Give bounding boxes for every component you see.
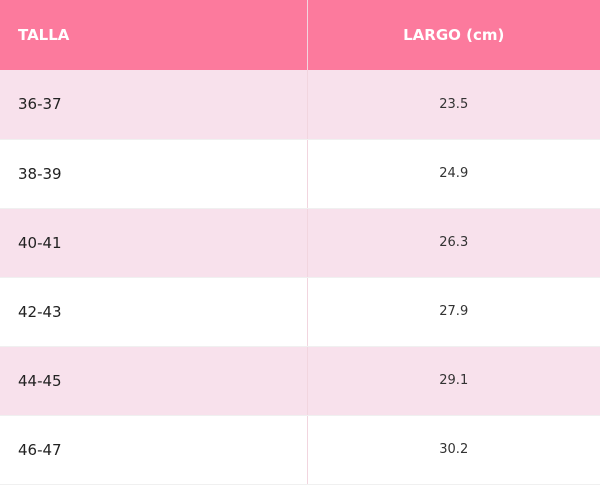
header-cell: LARGO (cm) — [307, 0, 600, 70]
size-cell: 46-47 — [0, 415, 308, 485]
table-row: 36-37 23.5 — [0, 70, 600, 140]
table-row: 44-45 29.1 — [0, 346, 600, 416]
length-cell: 24.9 — [307, 139, 600, 209]
table-row: 46-47 30.2 — [0, 415, 600, 485]
table-row: 40-41 26.3 — [0, 208, 600, 278]
table-row: 42-43 27.9 — [0, 277, 600, 347]
length-cell: 27.9 — [307, 277, 600, 347]
table-body: 36-37 23.5 38-39 24.9 40-41 26.3 42-43 27.9 44-4… — [0, 70, 600, 485]
length-cell: 29.1 — [307, 346, 600, 416]
length-cell: 26.3 — [307, 208, 600, 278]
size-cell: 42-43 — [0, 277, 308, 347]
size-cell: 38-39 — [0, 139, 308, 209]
size-cell: 40-41 — [0, 208, 308, 278]
length-cell: 23.5 — [307, 70, 600, 140]
header-row: TALLA LARGO (cm) — [0, 0, 600, 70]
length-cell: 30.2 — [307, 415, 600, 485]
table-header: TALLA LARGO (cm) — [0, 0, 600, 70]
header-cell: TALLA — [0, 0, 308, 70]
size-cell: 44-45 — [0, 346, 308, 416]
table-row: 38-39 24.9 — [0, 139, 600, 209]
size-cell: 36-37 — [0, 70, 308, 140]
